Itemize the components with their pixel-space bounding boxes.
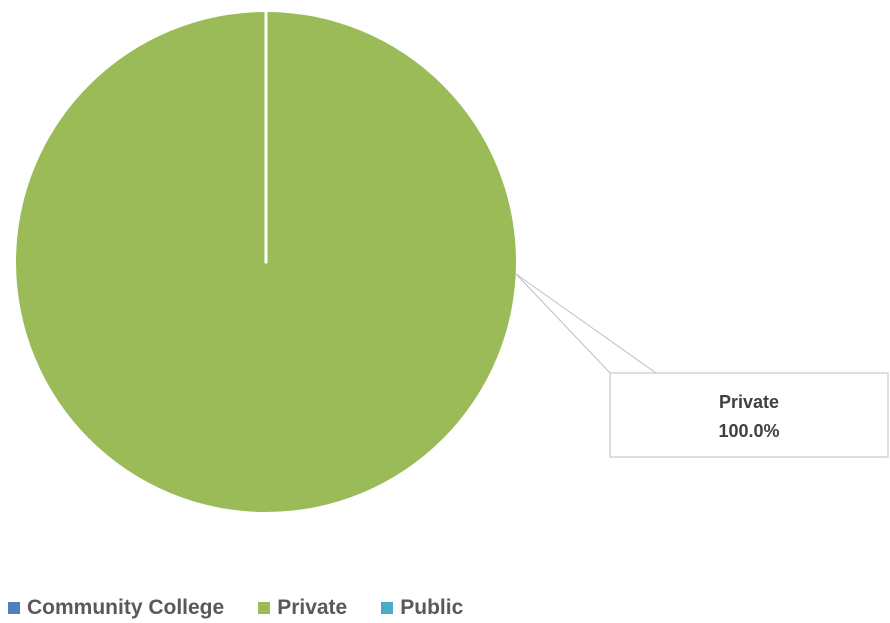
legend-label: Public xyxy=(400,596,463,620)
data-label-callout: Private 100.0% xyxy=(610,373,888,457)
callout-box xyxy=(610,373,888,457)
legend-swatch xyxy=(258,602,270,614)
callout-percent-label: 100.0% xyxy=(718,421,779,441)
callout-leader-line xyxy=(516,274,656,373)
legend-label: Private xyxy=(277,596,347,620)
legend-item-private[interactable]: Private xyxy=(258,596,347,620)
callout-category-label: Private xyxy=(719,392,779,412)
legend-item-community-college[interactable]: Community College xyxy=(8,596,224,620)
legend-swatch xyxy=(381,602,393,614)
legend-label: Community College xyxy=(27,596,224,620)
pie-slices xyxy=(16,12,516,512)
legend: Community College Private Public xyxy=(8,593,463,623)
legend-swatch xyxy=(8,602,20,614)
data-label-leader xyxy=(516,274,656,373)
legend-item-public[interactable]: Public xyxy=(381,596,463,620)
